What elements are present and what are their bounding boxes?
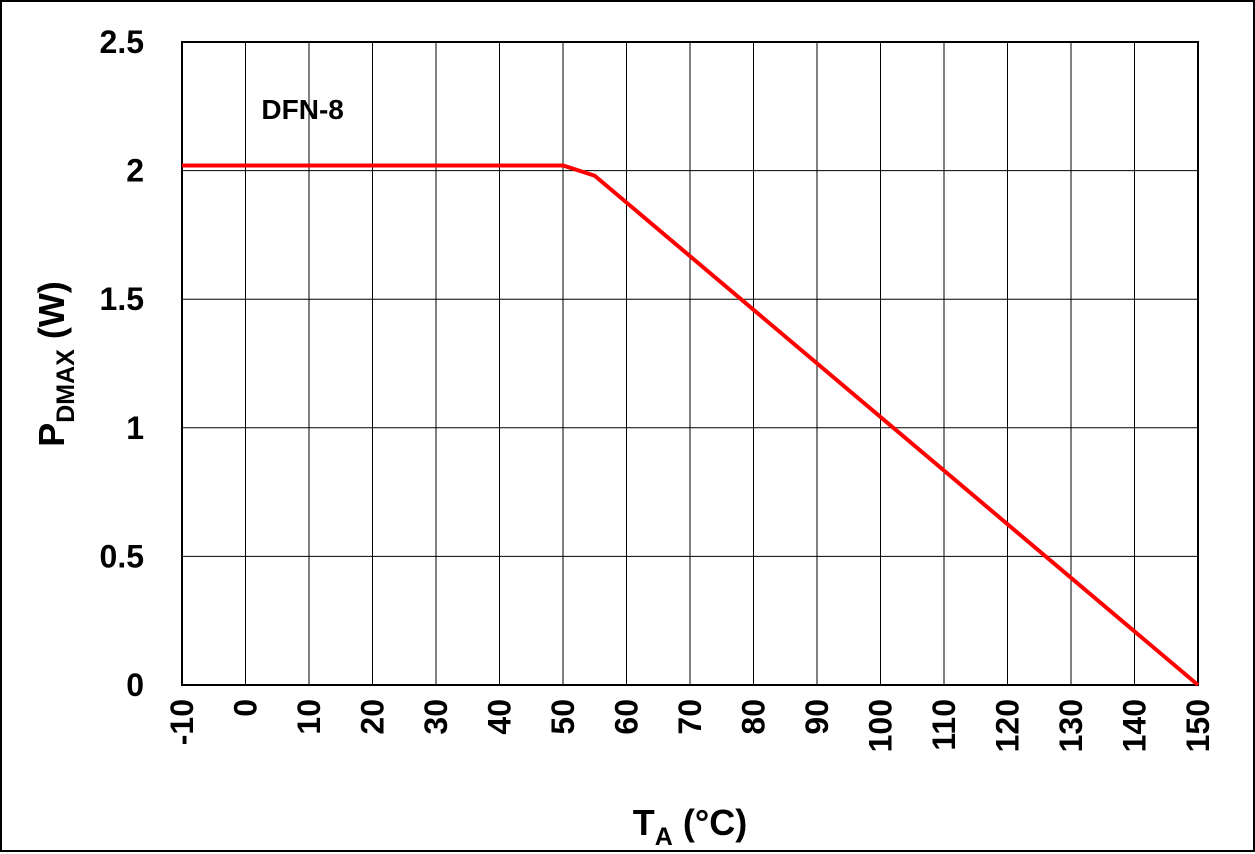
y-tick-label: 0.5 [100, 538, 144, 574]
x-tick-label: 50 [545, 699, 581, 735]
x-tick-label: 10 [291, 699, 327, 735]
x-tick-label: 30 [418, 699, 454, 735]
y-axis-title-unit: (W) [31, 281, 72, 349]
plot-area-frame [181, 41, 1199, 686]
x-tick-label: 130 [1053, 699, 1089, 752]
x-tick-label: 90 [799, 699, 835, 735]
y-tick-label: 2 [126, 153, 144, 189]
series-lines [182, 163, 1200, 687]
x-tick-label: 100 [863, 699, 899, 752]
y-tick-label: 1.5 [100, 281, 144, 317]
series-line-dfn-8 [182, 163, 1200, 687]
x-axis-title-main: T [633, 802, 655, 843]
y-tick-label: 0 [126, 667, 144, 703]
y-tick-label: 1 [126, 410, 144, 446]
x-tick-label: 110 [926, 699, 962, 751]
y-tick-label: 2.5 [100, 24, 144, 60]
y-axis-title: PDMAX (W) [31, 281, 80, 447]
x-axis-title: TA (°C) [633, 802, 747, 851]
x-tick-label: 70 [672, 699, 708, 735]
x-tick-label: -10 [164, 699, 200, 745]
y-axis-title-sub: DMAX [52, 349, 80, 423]
x-tick-label: 40 [482, 699, 518, 735]
x-tick-label: 80 [736, 699, 772, 735]
x-axis-title-unit: (°C) [673, 802, 747, 843]
x-tick-label: 20 [355, 699, 391, 735]
annotations: DFN-8 [261, 94, 343, 125]
series-annotation-label: DFN-8 [261, 94, 343, 125]
x-tick-label: 120 [990, 699, 1026, 752]
x-tick-label: 150 [1180, 699, 1216, 752]
x-tick-label: 0 [228, 699, 264, 717]
gridlines [182, 42, 1198, 685]
x-tick-label: 60 [609, 699, 645, 735]
x-tick-label: 140 [1117, 699, 1153, 752]
y-axis-title-main: P [31, 423, 72, 447]
x-tick-labels: -10 0 10 20 30 40 50 60 70 80 90 100 110 120 130 140 150 [164, 699, 1216, 752]
y-tick-labels: 0 0.5 1 1.5 2 2.5 [100, 24, 144, 703]
x-axis-title-sub: A [655, 823, 673, 851]
